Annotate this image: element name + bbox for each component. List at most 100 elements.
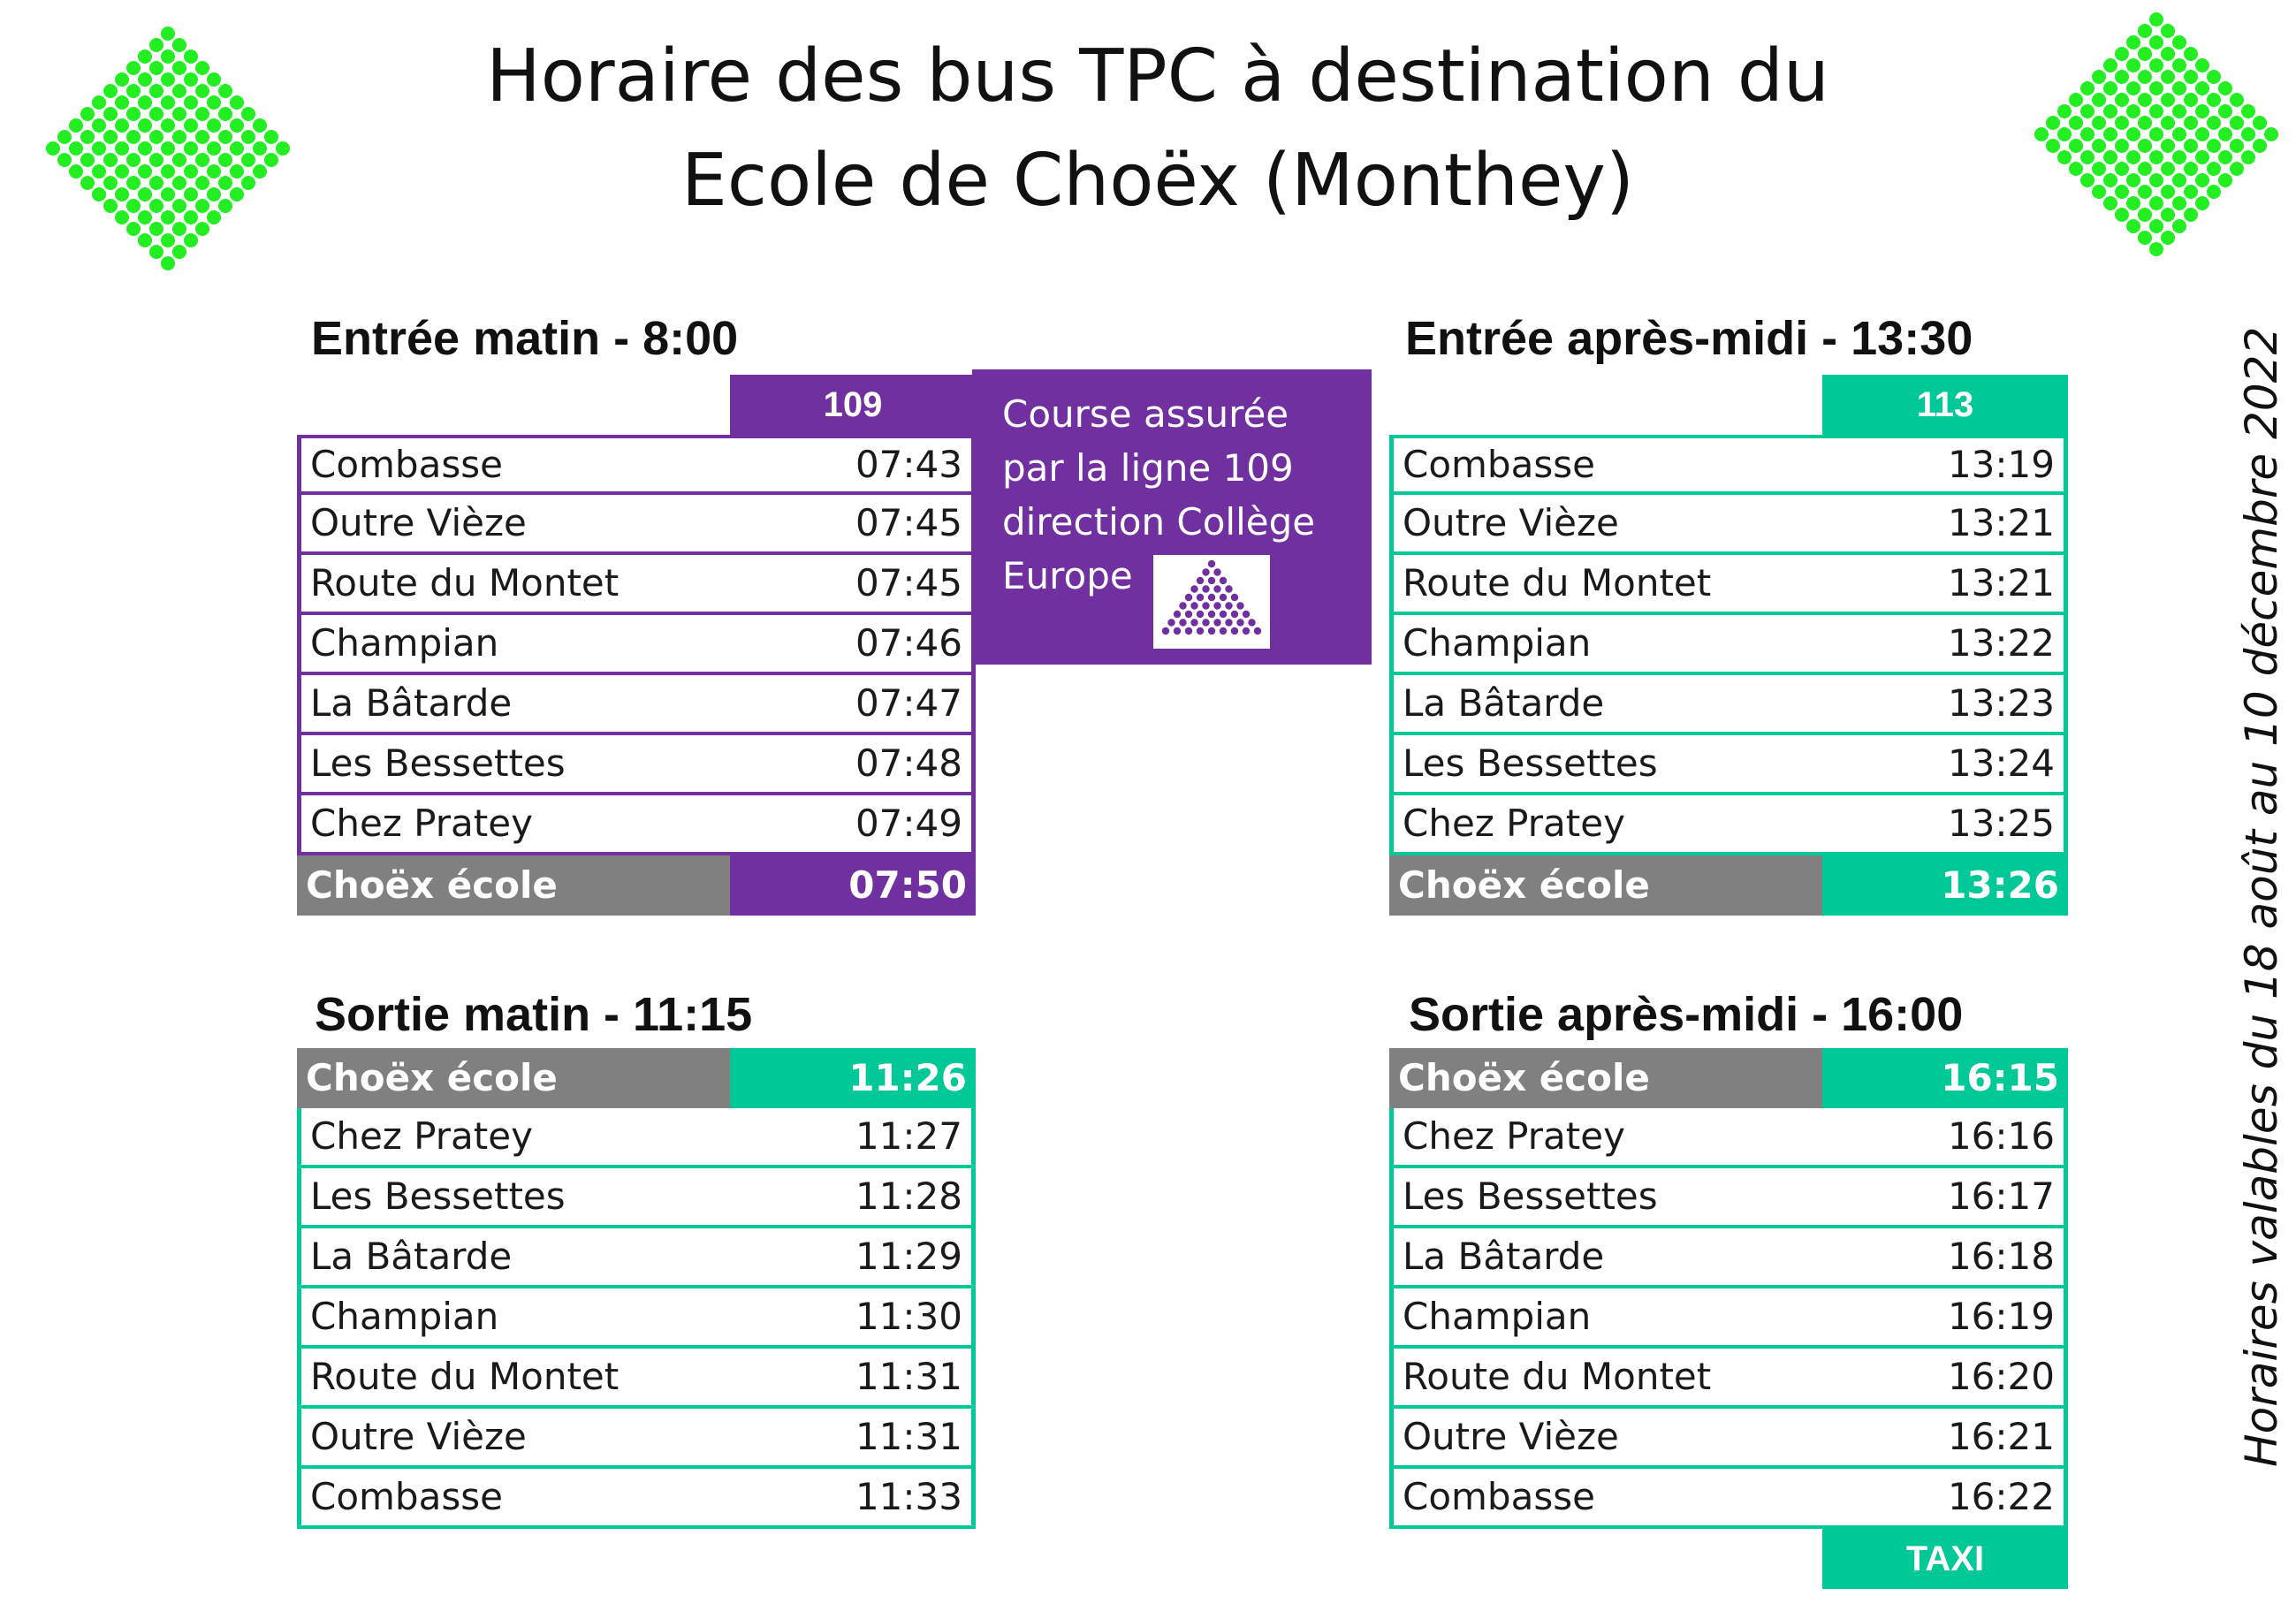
logo-dot (57, 130, 72, 144)
icon-dot (1242, 627, 1251, 635)
logo-dot (2103, 150, 2117, 164)
logo-dot (2207, 93, 2221, 107)
logo-dot (241, 107, 255, 121)
logo-dot (2115, 47, 2129, 61)
departure-time: 16:15 (1822, 1048, 2068, 1108)
logo-dot (172, 176, 186, 190)
logo-dot (2126, 127, 2140, 141)
stop-name: Choëx école (1389, 855, 1822, 916)
logo-dot (2138, 185, 2152, 199)
validity-note: Horaires valables du 18 août au 10 décem… (2236, 326, 2287, 1467)
table-row: Chez Pratey 16:16 (1389, 1108, 2068, 1168)
logo-dot (241, 130, 255, 144)
stop-name: Les Bessettes (1403, 741, 1658, 785)
stop-name: Route du Montet (1403, 1355, 1712, 1398)
logo-dot (2149, 150, 2163, 164)
logo-dot (2161, 93, 2175, 107)
departure-time: 11:27 (855, 1114, 962, 1158)
logo-dot (92, 164, 106, 179)
logo-dot (253, 118, 267, 133)
line-number-badge: 113 (1822, 375, 2068, 435)
departure-time: 13:22 (1947, 621, 2055, 665)
logo-dot (149, 176, 163, 190)
logo-dot (184, 72, 198, 87)
icon-dot (1202, 568, 1210, 576)
logo-dot (2138, 70, 2152, 84)
icon-dot (1173, 610, 1182, 619)
logo-dot (172, 130, 186, 144)
table-row: Champian 16:19 (1389, 1288, 2068, 1349)
logo-dot (2230, 116, 2244, 130)
icon-dot (1196, 576, 1205, 585)
stop-name: Combasse (1403, 1475, 1595, 1518)
logo-dot (2103, 173, 2117, 187)
logo-dot (2126, 35, 2140, 49)
logo-dot (2138, 24, 2152, 38)
logo-dot (2103, 127, 2117, 141)
logo-dot (230, 141, 244, 156)
departure-time: 11:31 (855, 1355, 962, 1398)
logo-dot (2092, 93, 2106, 107)
logo-dot (218, 176, 232, 190)
logo-dot (2115, 70, 2129, 84)
departure-time: 07:50 (730, 855, 976, 916)
logo-dot (2149, 58, 2163, 72)
logo-dot (103, 107, 118, 121)
stop-name: La Bâtarde (310, 681, 513, 725)
logo-dot (2126, 81, 2140, 95)
table-row: Champian 13:22 (1389, 615, 2068, 675)
logo-dot (126, 176, 141, 190)
icon-dot (1184, 627, 1193, 635)
table-row: Outre Vièze 16:21 (1389, 1409, 2068, 1469)
logo-dot (92, 118, 106, 133)
logo-dot (2161, 47, 2175, 61)
bus-stop-diamond-icon (2034, 12, 2278, 256)
logo-dot (2149, 12, 2163, 27)
logo-dot (2126, 58, 2140, 72)
timetable-afternoon-out: Choëx école 16:15 Chez Pratey 16:16 Les Bess… (1389, 1048, 2068, 1529)
icon-dot (1213, 585, 1221, 593)
logo-dot (2161, 185, 2175, 199)
logo-dot (2115, 93, 2129, 107)
logo-dot (103, 130, 118, 144)
logo-dot (172, 222, 186, 236)
stop-name: Choëx école (1389, 1048, 1822, 1108)
logo-dot (80, 107, 95, 121)
icon-dot (1207, 576, 1216, 585)
section-title-afternoon-out: Sortie après-midi - 16:00 (1409, 988, 1964, 1041)
logo-dot (2046, 116, 2060, 130)
logo-dot (2253, 116, 2267, 130)
logo-dot (184, 118, 198, 133)
logo-dot (80, 153, 95, 167)
logo-dot (2195, 127, 2209, 141)
logo-dot (2138, 162, 2152, 176)
icon-dot (1248, 619, 1256, 627)
logo-dot (172, 61, 186, 75)
logo-dot (2092, 116, 2106, 130)
stop-name: Outre Vièze (310, 1415, 527, 1458)
logo-dot (2241, 127, 2255, 141)
logo-dot (103, 199, 118, 213)
stop-name: Champian (310, 1295, 499, 1338)
logo-dot (161, 72, 175, 87)
logo-dot (149, 107, 163, 121)
logo-dot (2218, 81, 2232, 95)
logo-dot (2161, 231, 2175, 245)
icon-dot (1219, 610, 1228, 619)
table-row: Les Bessettes 11:28 (297, 1168, 976, 1228)
logo-dot (218, 199, 232, 213)
logo-dot (149, 153, 163, 167)
logo-dot (2172, 196, 2186, 210)
logo-dot (184, 164, 198, 179)
icon-dot (1173, 627, 1182, 635)
logo-dot (2069, 139, 2083, 153)
stop-name: Outre Vièze (1403, 1415, 1619, 1458)
logo-dot (126, 61, 141, 75)
icon-dot (1207, 593, 1216, 602)
table-row: La Bâtarde 11:29 (297, 1228, 976, 1288)
table-row: La Bâtarde 13:23 (1389, 675, 2068, 735)
table-row: Route du Montet 16:20 (1389, 1349, 2068, 1409)
logo-dot (241, 153, 255, 167)
logo-dot (2195, 173, 2209, 187)
table-row: Outre Vièze 11:31 (297, 1409, 976, 1469)
